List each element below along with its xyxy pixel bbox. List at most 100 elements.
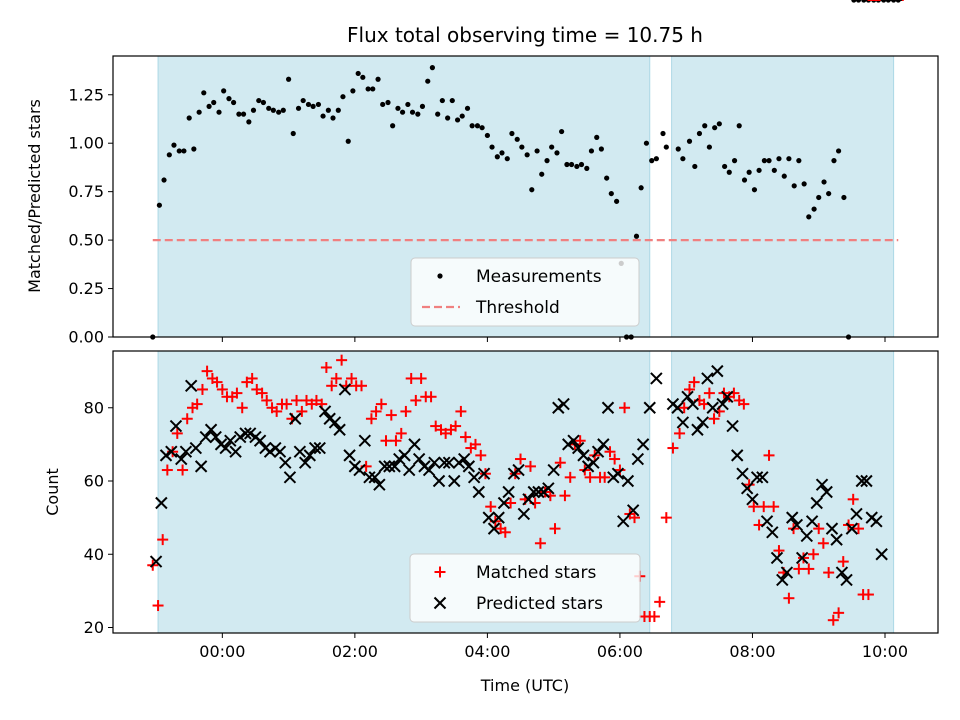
measurement-point [584, 165, 590, 171]
x-axis-label: Time (UTC) [480, 676, 569, 695]
predicted-stars-point [542, 482, 555, 495]
matched-stars-point [584, 471, 596, 483]
predicted-stars-point [701, 372, 714, 385]
predicted-stars-point [726, 419, 739, 433]
predicted-stars-point [199, 430, 212, 444]
measurement-point [692, 163, 698, 170]
predicted-stars-point [840, 573, 853, 587]
measurement-point [796, 158, 802, 164]
matched-stars-point [534, 537, 546, 549]
matched-stars-point [157, 534, 169, 546]
measurement-point [568, 161, 575, 168]
measurement-point [598, 146, 604, 152]
predicted-stars-point [786, 511, 799, 524]
matched-stars-point [365, 413, 377, 425]
matched-stars-point [211, 376, 223, 388]
x-tick-label: 06:00 [597, 642, 643, 661]
measurement-point [166, 152, 172, 158]
measurement-point [335, 107, 341, 113]
matched-stars-point [768, 501, 780, 513]
observing-interval-shade [671, 55, 895, 338]
bottom-y-tick-label: 80 [84, 398, 104, 417]
matched-stars-point [152, 600, 164, 612]
x-tick-label: 02:00 [332, 642, 378, 661]
legend-threshold-label: Threshold [475, 298, 560, 318]
matched-stars-point [330, 372, 342, 384]
measurement-point [675, 146, 681, 152]
matched-stars-point [604, 446, 616, 458]
measurement-point [574, 163, 580, 170]
measurement-point [270, 107, 276, 113]
measurement-point [474, 123, 481, 129]
measurement-point [246, 119, 252, 125]
predicted-stars-point [835, 566, 849, 579]
measurement-point [236, 111, 242, 117]
predicted-stars-point [746, 493, 759, 506]
measurement-point [280, 107, 286, 113]
measurement-point [751, 187, 758, 193]
measurement-point [731, 158, 738, 164]
x-tick-label: 08:00 [729, 642, 775, 661]
predicted-stars-point [189, 441, 203, 455]
predicted-stars-point [452, 456, 466, 469]
measurement-point [604, 175, 610, 181]
matched-stars-point [773, 545, 785, 557]
measurement-point [524, 152, 530, 158]
bottom-y-tick-label: 60 [84, 472, 104, 491]
measurement-point [196, 109, 202, 115]
matched-stars-point [833, 607, 845, 619]
matched-stars-point [231, 387, 243, 399]
measurement-point [365, 86, 371, 92]
predicted-stars-point [204, 423, 218, 436]
predicted-stars-point [711, 364, 724, 378]
measurement-point [722, 163, 728, 170]
predicted-stars-point [497, 496, 511, 510]
predicted-stars-point [830, 533, 843, 546]
predicted-stars-point [358, 434, 372, 447]
top-y-tick-label: 0.00 [68, 328, 104, 347]
matched-stars-point [281, 398, 293, 410]
matched-stars-point [803, 563, 815, 575]
matched-stars-point [660, 512, 672, 524]
measurement-point [454, 117, 461, 123]
predicted-stars-point [388, 460, 401, 473]
measurement-point [191, 146, 197, 152]
predicted-stars-point [810, 496, 823, 510]
predicted-stars-point [626, 504, 640, 517]
predicted-stars-point [159, 449, 173, 462]
matched-stars-point [738, 398, 750, 410]
predicted-stars-point [766, 526, 779, 539]
predicted-stars-point [169, 419, 183, 433]
measurement-point [746, 169, 752, 175]
measurement-point [300, 97, 306, 104]
measurement-point [509, 130, 515, 137]
top-y-tick-label: 0.75 [68, 182, 104, 201]
predicted-stars-point [825, 522, 839, 535]
matched-stars-point [837, 556, 849, 568]
predicted-stars-point [650, 372, 663, 385]
measurement-point [286, 76, 292, 82]
predicted-stars-point [318, 405, 332, 418]
matched-stars-point [823, 567, 835, 579]
measurement-point [459, 113, 465, 119]
measurement-point [702, 123, 708, 129]
measurement-point [221, 88, 227, 94]
measurement-point [176, 148, 182, 154]
legend-predicted-glyph [433, 596, 447, 610]
predicted-stars-point [795, 551, 809, 565]
predicted-stars-point [815, 478, 829, 491]
measurement-point [435, 111, 441, 117]
matched-stars-point [171, 427, 183, 439]
predicted-stars-point [368, 471, 381, 484]
predicted-stars-point [298, 456, 312, 469]
predicted-stars-point [229, 445, 242, 458]
predicted-stars-point [601, 401, 615, 414]
predicted-stars-point [621, 474, 635, 488]
predicted-stars-point [422, 463, 436, 477]
matched-stars-point [817, 537, 829, 549]
predicted-stars-point [308, 441, 322, 455]
predicted-stars-point [175, 452, 188, 466]
predicted-stars-point [517, 507, 531, 521]
top-y-tick-label: 1.25 [68, 85, 104, 104]
